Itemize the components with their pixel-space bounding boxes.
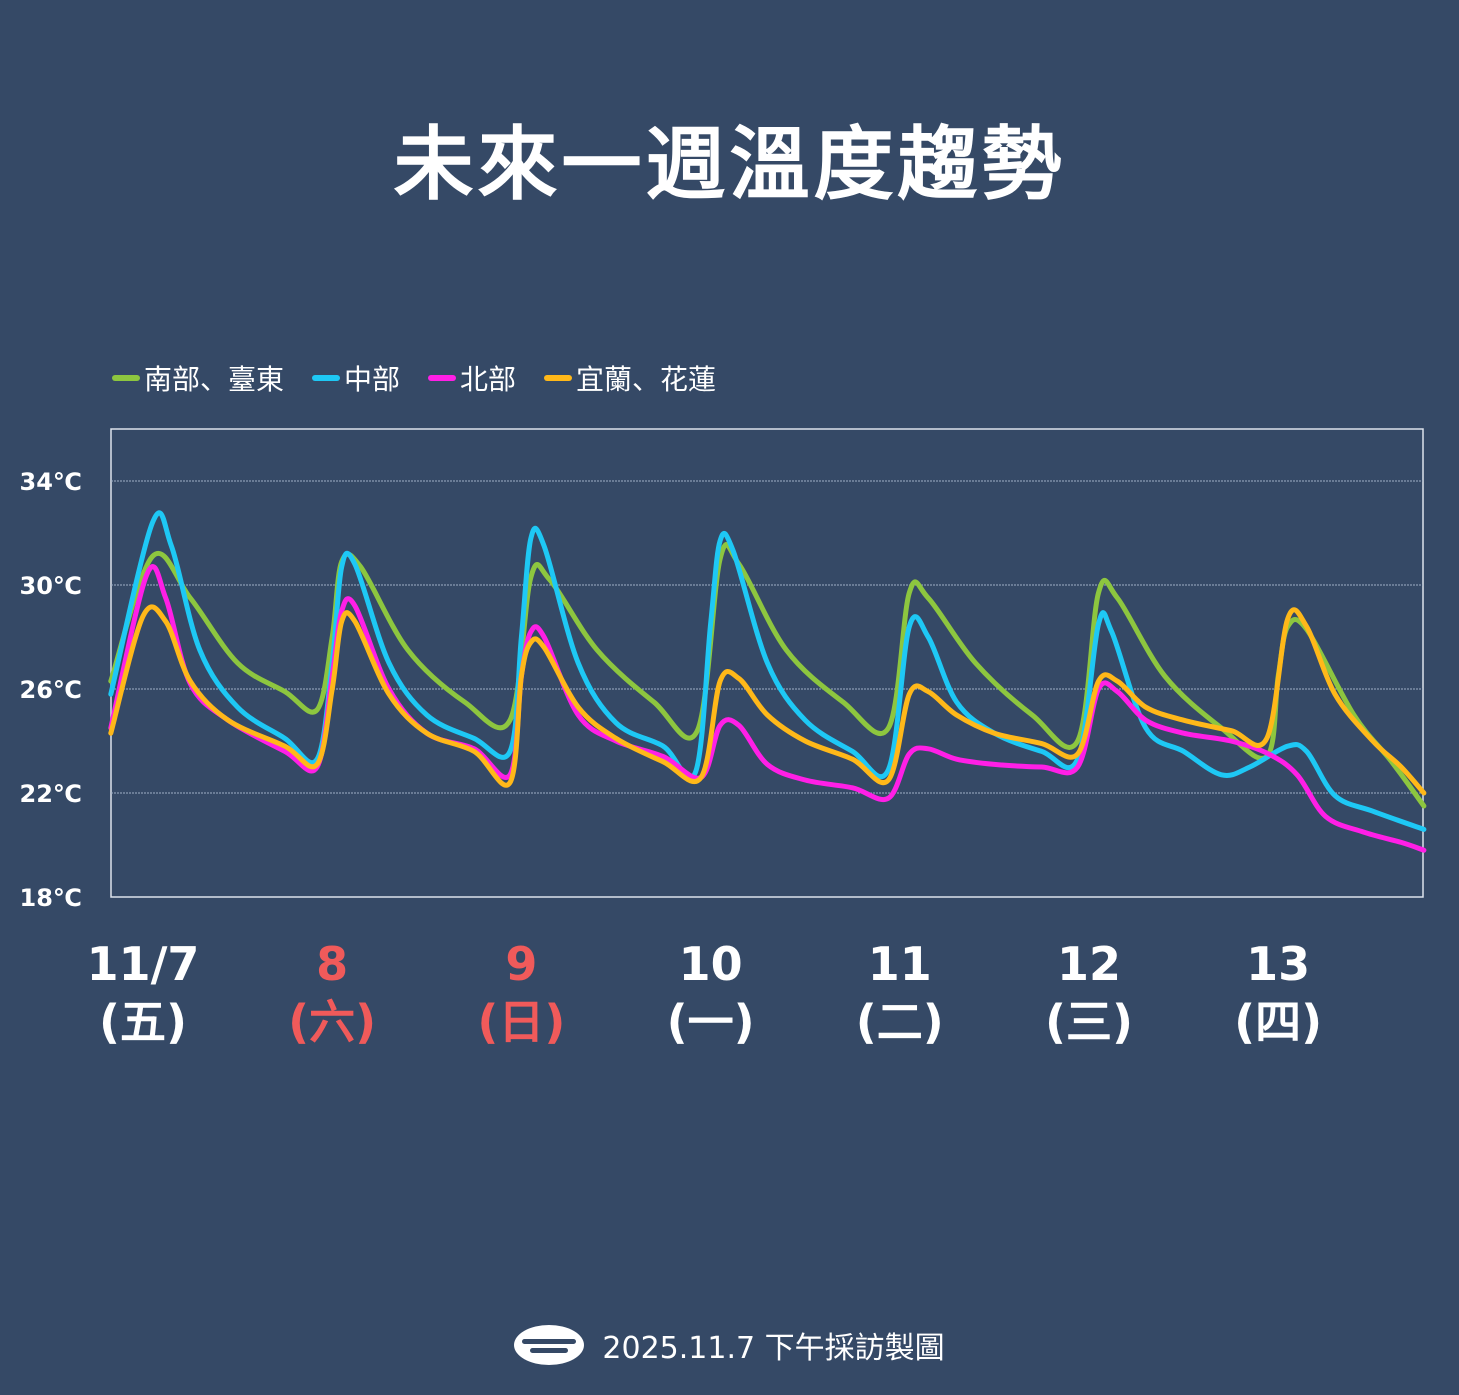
legend-label: 北部 (460, 363, 517, 396)
x-tick-weekday: (六) (288, 995, 377, 1049)
x-tick-date: 12 (1056, 937, 1121, 991)
legend-swatch (544, 375, 573, 381)
footer-text: 2025.11.7 下午採訪製圖 (602, 1331, 945, 1366)
x-tick-weekday: (一) (666, 995, 755, 1049)
y-tick-label: 18℃ (20, 884, 82, 912)
legend-item: 中部 (312, 358, 400, 398)
y-tick-label: 30℃ (20, 572, 82, 600)
y-tick-label: 26℃ (20, 676, 82, 704)
legend-label: 南部、臺東 (144, 363, 285, 396)
legend-item: 北部 (428, 358, 516, 398)
series-line-1 (108, 510, 1427, 832)
x-tick-weekday: (日) (477, 995, 566, 1049)
x-tick-date: 13 (1246, 937, 1311, 991)
cwa-logo-icon (514, 1325, 585, 1365)
legend-swatch (312, 375, 341, 381)
legend-label: 中部 (344, 363, 401, 396)
x-tick-label: 12 (三) (1009, 935, 1169, 1051)
chart-title: 未來一週溫度趨勢 (393, 118, 1066, 211)
legend-swatch (428, 375, 457, 381)
x-tick-date: 9 (505, 937, 538, 991)
x-tick-weekday: (五) (98, 995, 188, 1049)
x-tick-label: 9 (日) (441, 935, 601, 1051)
y-tick-label: 34℃ (20, 468, 82, 496)
x-tick-label: 11 (二) (820, 935, 980, 1051)
x-tick-label: 10 (一) (631, 935, 791, 1051)
x-tick-date: 8 (316, 937, 349, 991)
footer: 2025.11.7 下午採訪製圖 (0, 1318, 1459, 1372)
x-tick-date: 11 (867, 937, 932, 991)
x-tick-date: 11/7 (86, 937, 200, 991)
plot-frame (110, 428, 1424, 898)
legend-item: 南部、臺東 (112, 358, 284, 398)
legend-label: 宜蘭、花蓮 (576, 363, 717, 396)
legend-item: 宜蘭、花蓮 (544, 358, 716, 398)
x-tick-weekday: (四) (1234, 995, 1323, 1049)
x-tick-date: 10 (678, 937, 743, 991)
x-tick-label: 13 (四) (1198, 935, 1358, 1051)
x-tick-weekday: (三) (1044, 995, 1134, 1049)
chart-legend: 南部、臺東 中部 北部 宜蘭、花蓮 (112, 358, 716, 398)
x-tick-weekday: (二) (855, 995, 944, 1049)
x-tick-label: 11/7 (五) (63, 935, 223, 1051)
legend-swatch (112, 375, 140, 381)
series-line-3 (108, 604, 1427, 796)
y-tick-label: 22℃ (20, 780, 82, 808)
x-tick-label: 8 (六) (252, 935, 412, 1051)
